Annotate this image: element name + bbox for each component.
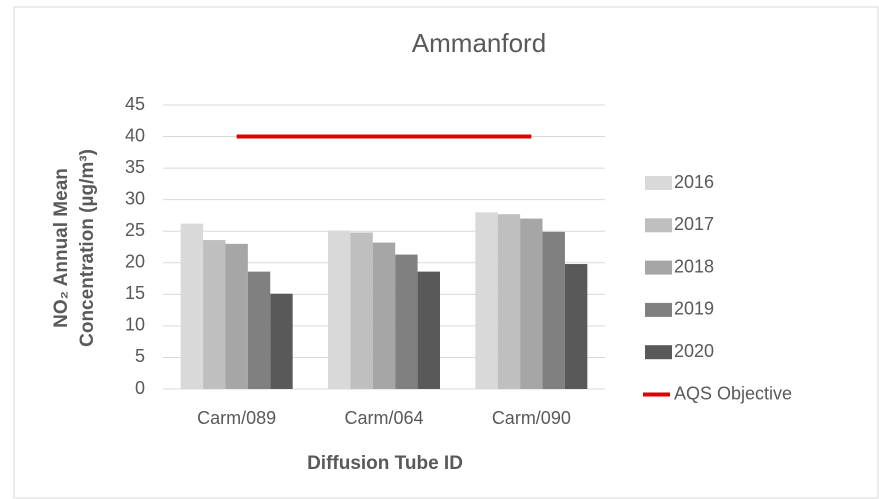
y-tick-label: 0 — [135, 378, 145, 398]
bar — [372, 242, 396, 389]
x-tick-label: Carm/090 — [492, 408, 571, 428]
y-tick-label: 5 — [135, 346, 145, 366]
y-axis-label: NO₂ Annual Mean — [51, 168, 72, 328]
legend-label: 2019 — [674, 299, 714, 319]
y-tick-label: 25 — [125, 220, 145, 240]
legend-label: 2017 — [674, 214, 714, 234]
legend-label: 2016 — [674, 172, 714, 192]
x-tick-label: Carm/089 — [197, 408, 276, 428]
y-tick-label: 15 — [125, 283, 145, 303]
chart-title: Ammanford — [412, 28, 546, 58]
y-tick-label: 20 — [125, 252, 145, 272]
bar — [395, 254, 418, 389]
legend-swatch — [645, 218, 672, 233]
bar — [270, 293, 293, 389]
bar — [475, 212, 498, 389]
y-tick-label: 10 — [125, 315, 145, 335]
x-axis-label: Diffusion Tube ID — [307, 453, 463, 474]
legend-label: 2018 — [674, 256, 714, 276]
bar — [203, 240, 226, 389]
bar — [542, 231, 565, 389]
legend-swatch — [645, 302, 672, 317]
bar — [497, 214, 521, 389]
bar — [225, 243, 248, 389]
x-tick-label: Carm/064 — [344, 408, 423, 428]
bar — [350, 232, 373, 389]
bar — [328, 230, 351, 389]
y-axis-label: Concentration (µg/m³) — [77, 149, 98, 347]
y-tick-label: 35 — [125, 157, 145, 177]
bar — [247, 271, 271, 389]
bar — [180, 223, 204, 389]
y-tick-label: 30 — [125, 188, 145, 208]
y-tick-label: 45 — [125, 94, 145, 114]
y-tick-label: 40 — [125, 125, 145, 145]
bar — [564, 264, 588, 389]
bar — [520, 218, 543, 389]
legend-swatch — [645, 260, 672, 275]
bar — [417, 271, 440, 389]
legend-label: AQS Objective — [674, 383, 792, 403]
legend-swatch — [645, 176, 672, 190]
legend-swatch — [645, 345, 672, 360]
chart-border — [13, 6, 879, 499]
legend-label: 2020 — [674, 341, 714, 361]
